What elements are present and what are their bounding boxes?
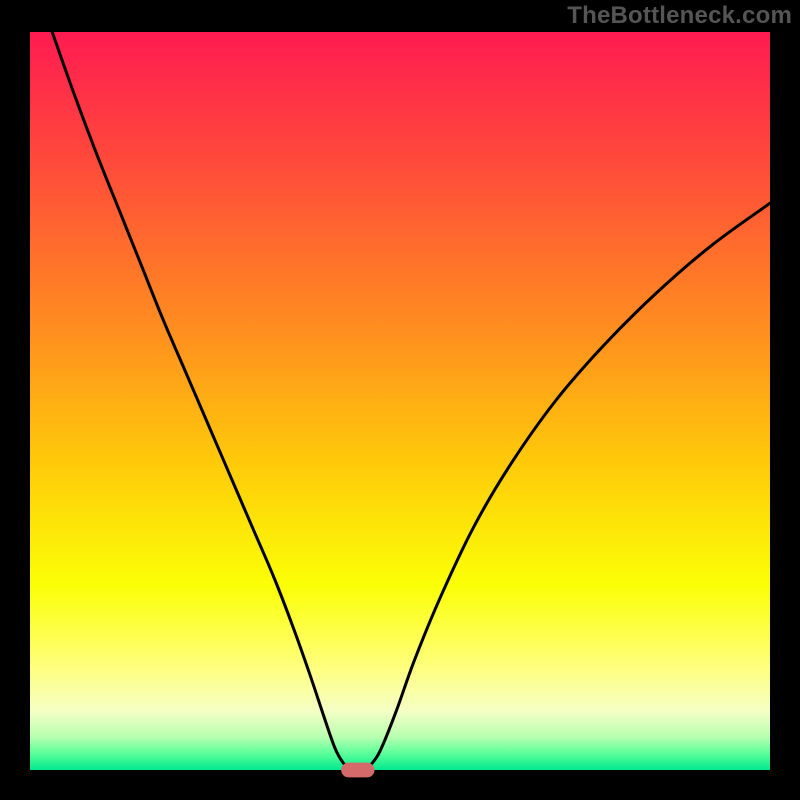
chart-svg [0, 0, 800, 800]
watermark-text: TheBottleneck.com [567, 2, 792, 30]
chart-container: TheBottleneck.com [0, 0, 800, 800]
minimum-marker [341, 763, 374, 778]
plot-background [30, 32, 770, 770]
